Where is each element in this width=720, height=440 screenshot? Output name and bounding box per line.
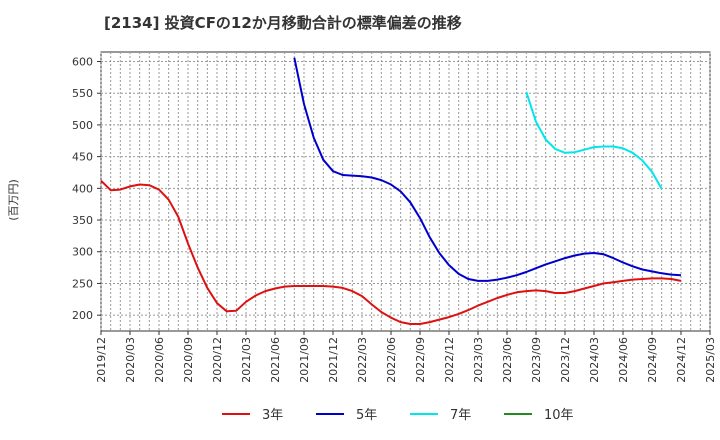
y-axis-label: (百万円) xyxy=(7,179,20,221)
legend: 3年 5年 7年 10年 xyxy=(222,408,574,423)
x-tick-label: 2022/12 xyxy=(443,337,456,383)
x-tick-label: 2023/09 xyxy=(530,337,543,383)
x-tick-label: 2022/06 xyxy=(385,337,398,383)
x-tick-label: 2021/06 xyxy=(269,337,282,383)
y-tick-label: 250 xyxy=(72,277,93,290)
x-tick-label: 2021/09 xyxy=(298,337,311,383)
legend-label-7年: 7年 xyxy=(450,408,471,423)
legend-label-10年: 10年 xyxy=(544,408,574,423)
plot-area xyxy=(100,51,711,332)
x-axis-ticks: 2019/12 2020/03 2020/06 2020/09 2020/12 2021/… xyxy=(95,331,717,383)
x-tick-label: 2020/12 xyxy=(211,337,224,383)
y-tick-label: 200 xyxy=(72,309,93,322)
y-axis-ticks: 200 250 300 350 400 450 500 550 600 xyxy=(72,56,101,322)
x-tick-label: 2023/06 xyxy=(501,337,514,383)
x-tick-label: 2024/06 xyxy=(617,337,630,383)
y-tick-label: 300 xyxy=(72,246,93,259)
x-tick-label: 2021/03 xyxy=(240,337,253,383)
y-tick-label: 500 xyxy=(72,119,93,132)
series-line-5年 xyxy=(293,57,682,282)
x-tick-label: 2021/12 xyxy=(327,337,340,383)
series-lines xyxy=(100,57,682,325)
series-line-7年 xyxy=(525,91,663,190)
y-tick-label: 600 xyxy=(72,56,93,69)
y-tick-label: 350 xyxy=(72,214,93,227)
x-tick-label: 2024/09 xyxy=(646,337,659,383)
x-tick-label: 2020/09 xyxy=(182,337,195,383)
x-tick-label: 2020/06 xyxy=(153,337,166,383)
series-line-3年 xyxy=(100,179,682,325)
y-tick-label: 550 xyxy=(72,87,93,100)
chart-title: [2134] 投資CFの12か月移動合計の標準偏差の推移 xyxy=(104,14,462,32)
x-tick-label: 2025/03 xyxy=(704,337,717,383)
x-tick-label: 2024/03 xyxy=(588,337,601,383)
y-tick-label: 400 xyxy=(72,182,93,195)
x-tick-label: 2020/03 xyxy=(124,337,137,383)
y-tick-label: 450 xyxy=(72,151,93,164)
x-tick-label: 2024/12 xyxy=(675,337,688,383)
x-tick-label: 2022/03 xyxy=(356,337,369,383)
x-tick-label: 2023/03 xyxy=(472,337,485,383)
x-tick-label: 2022/09 xyxy=(414,337,427,383)
legend-label-5年: 5年 xyxy=(356,408,377,423)
x-tick-label: 2019/12 xyxy=(95,337,108,383)
x-tick-label: 2023/12 xyxy=(559,337,572,383)
grid-lines xyxy=(100,52,711,331)
legend-label-3年: 3年 xyxy=(262,408,283,423)
